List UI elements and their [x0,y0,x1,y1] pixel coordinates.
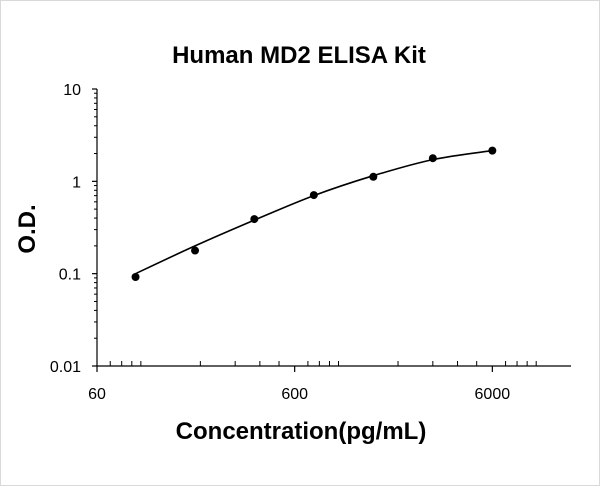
y-tick-label: 0.01 [50,359,81,376]
trendline-group [135,149,493,275]
trendline [135,149,493,275]
data-point [369,172,378,181]
axes: 0.01 0.1 1 10 60 600 6000 [50,82,571,403]
x-tick-label: 6000 [475,386,511,403]
x-tick-label: 600 [281,386,308,403]
data-points [131,146,497,282]
data-point [250,215,259,224]
chart-title: Human MD2 ELISA Kit [172,42,426,69]
data-point [488,146,497,155]
data-point [191,246,200,255]
data-point [131,273,140,282]
x-axis-title: Concentration(pg/mL) [176,418,427,445]
y-tick-label: 0.1 [59,267,81,284]
data-point [309,191,318,200]
y-axis-title: O.D. [14,204,41,253]
x-tick-label: 60 [88,386,106,403]
data-point [428,154,437,163]
y-tick-label: 10 [63,82,81,99]
y-tick-label: 1 [72,174,81,191]
